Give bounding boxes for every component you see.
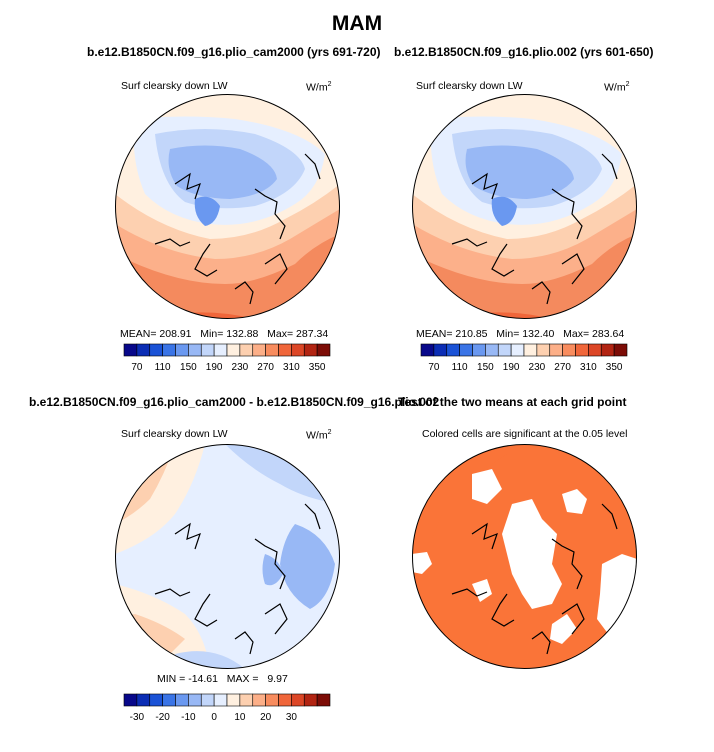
colorbar-cell — [278, 693, 292, 707]
colorbar-cell — [549, 343, 563, 357]
colorbar-cell — [136, 343, 151, 357]
colorbar-cell — [162, 693, 176, 707]
colorbar-cell — [433, 343, 448, 357]
colorbar-cell — [497, 343, 512, 357]
panel1-units: W/m2 — [306, 81, 332, 94]
colorbar-cell — [175, 693, 189, 707]
colorbar-cell — [265, 693, 279, 707]
colorbar-cell — [523, 343, 538, 357]
colorbar-tick-label: 270 — [257, 362, 274, 373]
colorbar-tick-label: -20 — [155, 712, 170, 723]
colorbar-cell — [562, 343, 576, 357]
panel2-colorbar: 70 110 150 190 230 270 310 350 — [420, 343, 628, 373]
colorbar-tick-label: 230 — [529, 362, 546, 373]
colorbar-cell — [446, 343, 460, 357]
colorbar-cell — [175, 343, 189, 357]
colorbar-tick-label: -30 — [130, 712, 145, 723]
colorbar-tick-label: 190 — [503, 362, 520, 373]
colorbar-cell — [485, 343, 499, 357]
colorbar-tick-label: 350 — [309, 362, 326, 373]
colorbar-cell — [265, 343, 279, 357]
panel3-units: W/m2 — [306, 429, 332, 442]
colorbar-cell — [510, 343, 525, 357]
colorbar-tick-label: 350 — [606, 362, 623, 373]
colorbar-cell — [291, 343, 305, 357]
panel4-title: Test of the two means at each grid point — [398, 395, 627, 409]
colorbar-tick-label: 70 — [428, 362, 440, 373]
colorbar-cell — [123, 343, 138, 357]
colorbar-cell — [278, 343, 292, 357]
panel4-map — [412, 444, 637, 669]
panel3-variable-label: Surf clearsky down LW — [121, 428, 228, 440]
colorbar-cell — [149, 343, 163, 357]
panel2-title: b.e12.B1850CN.f09_g16.plio.002 (yrs 601-… — [394, 45, 654, 59]
colorbar-cell — [575, 343, 589, 357]
colorbar-cell — [123, 693, 138, 707]
colorbar-tick-label: 110 — [155, 362, 171, 373]
colorbar-cell — [162, 343, 176, 357]
panel2-map — [412, 94, 637, 319]
panel1-stats: MEAN= 208.91 Min= 132.88 Max= 287.34 — [120, 328, 329, 340]
colorbar-cell — [613, 343, 628, 357]
colorbar-tick-label: 110 — [452, 362, 468, 373]
panel2-units: W/m2 — [604, 81, 630, 94]
colorbar-cell — [188, 343, 202, 357]
colorbar-cell — [136, 693, 151, 707]
colorbar-cell — [239, 693, 254, 707]
colorbar-cell — [213, 693, 228, 707]
colorbar-tick-label: 150 — [477, 362, 494, 373]
colorbar-cell — [291, 693, 305, 707]
panel2-variable-label: Surf clearsky down LW — [416, 80, 523, 92]
panel2-stats: MEAN= 210.85 Min= 132.40 Max= 283.64 — [416, 328, 625, 340]
colorbar-tick-label: 10 — [234, 712, 246, 723]
colorbar-cell — [316, 693, 331, 707]
colorbar-tick-label: -10 — [181, 712, 196, 723]
panel3-title: b.e12.B1850CN.f09_g16.plio_cam2000 - b.e… — [29, 395, 440, 409]
colorbar-cell — [239, 343, 254, 357]
panel3-stats: MIN = -14.61 MAX = 9.97 — [157, 673, 288, 685]
colorbar-cell — [226, 343, 241, 357]
colorbar-cell — [226, 693, 241, 707]
colorbar-cell — [252, 343, 266, 357]
panel1-variable-label: Surf clearsky down LW — [121, 80, 228, 92]
colorbar-cell — [252, 693, 266, 707]
colorbar-tick-label: 190 — [206, 362, 223, 373]
colorbar-cell — [200, 693, 215, 707]
colorbar-tick-label: 20 — [260, 712, 272, 723]
colorbar-cell — [459, 343, 473, 357]
panel1-map — [115, 94, 340, 319]
figure-title: MAM — [331, 12, 383, 35]
colorbar-cell — [536, 343, 551, 357]
panel1-colorbar: 70 110 150 190 230 270 310 350 — [123, 343, 331, 373]
colorbar-cell — [588, 343, 602, 357]
colorbar-cell — [188, 693, 202, 707]
panel3-map — [115, 444, 340, 669]
colorbar-tick-label: 0 — [211, 712, 217, 723]
colorbar-tick-label: 150 — [180, 362, 197, 373]
colorbar-cell — [200, 343, 215, 357]
colorbar-cell — [420, 343, 435, 357]
colorbar-tick-label: 30 — [286, 712, 298, 723]
colorbar-cell — [316, 343, 331, 357]
colorbar-cell — [472, 343, 486, 357]
panel1-title: b.e12.B1850CN.f09_g16.plio_cam2000 (yrs … — [87, 45, 381, 59]
colorbar-tick-label: 310 — [283, 362, 300, 373]
panel3-colorbar: -30 -20 -10 0 10 20 30 — [123, 693, 331, 723]
colorbar-tick-label: 270 — [554, 362, 571, 373]
colorbar-tick-label: 70 — [131, 362, 143, 373]
colorbar-cell — [213, 343, 228, 357]
panel4-subtitle: Colored cells are significant at the 0.0… — [422, 428, 628, 440]
colorbar-cell — [149, 693, 163, 707]
colorbar-cell — [303, 343, 318, 357]
colorbar-cell — [303, 693, 318, 707]
colorbar-tick-label: 230 — [232, 362, 249, 373]
colorbar-tick-label: 310 — [580, 362, 597, 373]
colorbar-cell — [600, 343, 615, 357]
